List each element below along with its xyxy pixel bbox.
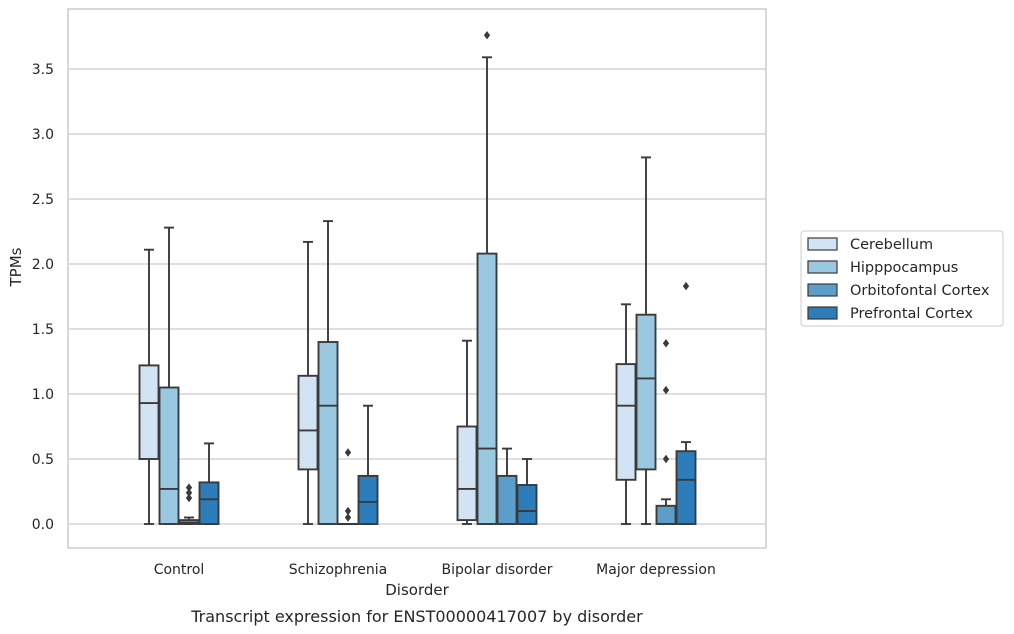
legend-swatch [807, 237, 838, 251]
outlier-point [344, 448, 352, 457]
outlier-point [483, 31, 491, 40]
box-orbitofontal-cortex [655, 339, 677, 525]
box-cerebellum [615, 303, 637, 525]
box-orbitofontal-cortex [496, 447, 518, 525]
box-iqr [138, 364, 160, 460]
box-cerebellum [297, 240, 319, 525]
legend-swatch [807, 283, 838, 297]
y-tick-label: 0.5 [32, 452, 54, 468]
legend-swatch [807, 306, 838, 320]
box-iqr [635, 313, 657, 471]
box-iqr [655, 504, 677, 525]
y-tick-label: 0.0 [32, 517, 54, 533]
outlier-point [682, 281, 690, 291]
legend-label: Hipppocampus [850, 260, 958, 276]
boxes [138, 31, 697, 526]
box-iqr [496, 474, 518, 525]
box-iqr [357, 474, 379, 525]
x-tick-label: Schizophrenia [289, 562, 387, 578]
x-tick-label: Major depression [596, 562, 716, 578]
box-prefrontal-cortex [675, 281, 697, 525]
plot-area-frame [67, 8, 767, 549]
box-iqr [158, 386, 180, 525]
x-axis-ticks: Control Schizophrenia Bipolar disorder Majo… [154, 562, 716, 578]
chart-caption: Transcript expression for ENST0000041700… [190, 607, 643, 626]
box-iqr [615, 363, 637, 481]
box-iqr [317, 341, 339, 525]
y-tick-label: 2.0 [32, 257, 54, 273]
box-prefrontal-cortex [357, 404, 379, 525]
legend: Cerebellum Hipppocampus Orbitofontal Corte… [800, 230, 1004, 327]
legend-label: Cerebellum [850, 237, 933, 253]
box-iqr [476, 252, 498, 525]
outlier-point [185, 483, 193, 492]
outlier-point [662, 454, 670, 464]
legend-label: Prefrontal Cortex [850, 306, 973, 322]
y-tick-label: 2.5 [32, 192, 54, 208]
y-tick-label: 1.5 [32, 322, 54, 338]
box-iqr [516, 484, 538, 525]
y-tick-label: 3.0 [32, 127, 54, 143]
outlier-point [344, 513, 352, 522]
legend-swatch [807, 260, 838, 274]
outlier-point [185, 493, 193, 503]
box-iqr [675, 450, 697, 525]
x-axis-title: Disorder [385, 581, 449, 599]
box-orbitofontal-cortex [337, 448, 359, 526]
box-cerebellum [138, 248, 160, 525]
grid-lines [68, 68, 766, 525]
y-axis-title: TPMs [7, 247, 25, 287]
outlier-point [344, 506, 352, 516]
box-hipppocampus [476, 31, 498, 525]
x-tick-label: Control [154, 562, 205, 578]
box-hipppocampus [317, 220, 339, 525]
outlier-point [185, 488, 193, 497]
box-orbitofontal-cortex [178, 483, 200, 525]
box-hipppocampus [635, 156, 657, 525]
y-tick-label: 3.5 [32, 62, 54, 78]
outlier-point [662, 385, 670, 395]
box-prefrontal-cortex [516, 458, 538, 525]
box-iqr [456, 425, 478, 522]
outlier-point [662, 339, 670, 348]
legend-label: Orbitofontal Cortex [850, 283, 990, 299]
box-iqr [198, 481, 220, 525]
x-tick-label: Bipolar disorder [441, 562, 552, 578]
box-hipppocampus [158, 226, 180, 525]
legend-frame [800, 230, 1004, 327]
box-iqr [297, 374, 319, 471]
box-prefrontal-cortex [198, 442, 220, 525]
y-tick-label: 1.0 [32, 387, 54, 403]
box-cerebellum [456, 339, 478, 525]
y-axis-ticks: 0.0 0.5 1.0 1.5 2.0 2.5 3.0 3.5 [32, 62, 54, 533]
